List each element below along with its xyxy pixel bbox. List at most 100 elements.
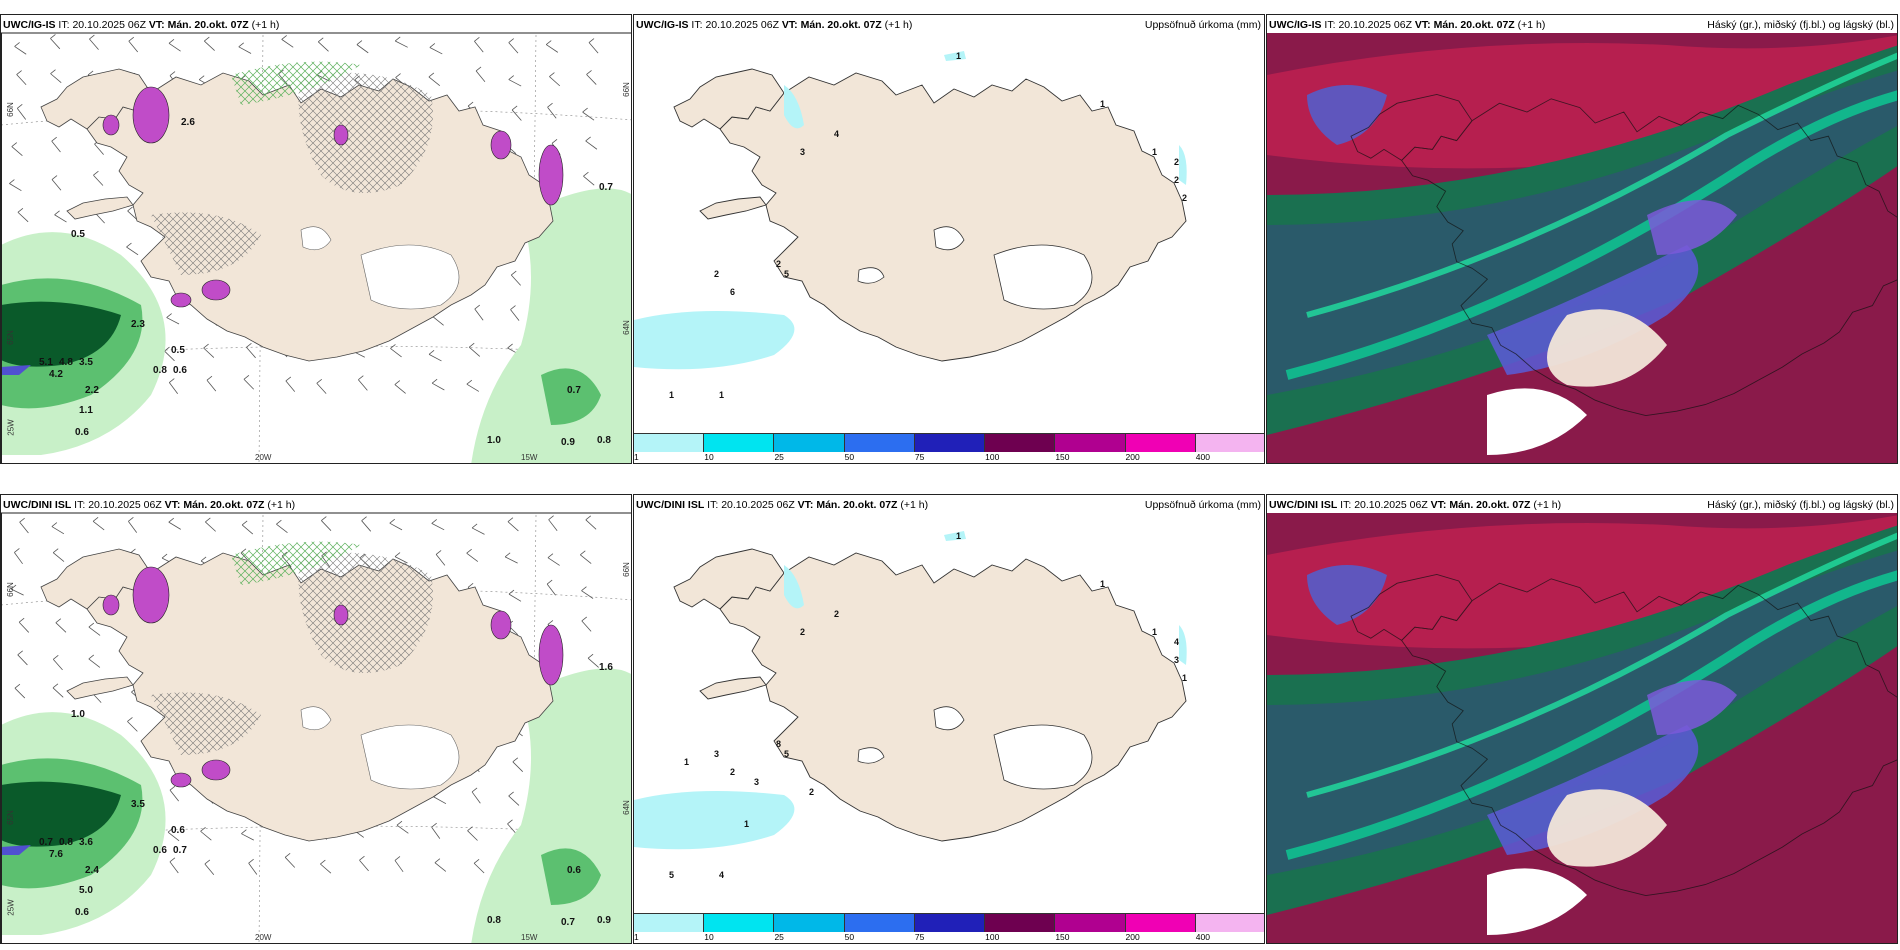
accum-value-label: 4	[719, 870, 724, 880]
precip-value-label: 1.1	[79, 405, 93, 416]
colorbar-swatch	[704, 914, 775, 932]
colorbar-swatch	[774, 434, 845, 452]
wind-barb-feather	[11, 142, 18, 147]
wind-barb-feather	[276, 519, 282, 525]
wind-barb	[507, 521, 519, 532]
snowfall-blob	[170, 292, 192, 308]
glacier	[857, 747, 885, 764]
panel-ig-precip: UWC/IG-IS IT: 20.10.2025 06Z VT: Mán. 20…	[0, 14, 632, 464]
wind-barb-feather	[17, 207, 24, 213]
precip-value-label: 0.7	[599, 182, 613, 193]
wind-barb-feather	[358, 375, 364, 381]
wind-barb	[389, 522, 403, 531]
axis-label: 66N	[5, 582, 15, 597]
precip-value-label: 0.6	[171, 825, 185, 836]
wind-barb	[17, 654, 28, 666]
sleet-hatch	[231, 541, 361, 585]
wind-barb	[50, 73, 62, 83]
wind-barb	[431, 826, 441, 839]
wind-barb	[166, 317, 180, 325]
accum-value-label: 3	[800, 147, 805, 157]
wind-barb	[16, 74, 27, 86]
wind-barb	[203, 347, 215, 358]
colorbar-swatch	[844, 434, 915, 452]
wind-barb-feather	[281, 35, 287, 40]
wind-barb-feather	[390, 344, 396, 349]
snowfall-blob	[333, 124, 349, 146]
wind-barb	[429, 47, 443, 55]
mid-cloud-band	[1267, 70, 1897, 395]
wind-barb	[548, 519, 558, 532]
wind-barb-feather	[238, 42, 245, 48]
colorbar-swatch	[985, 434, 1056, 452]
wind-barb	[435, 554, 446, 566]
colorbar-swatch	[1195, 914, 1264, 932]
wind-barb	[433, 796, 447, 805]
snowfall-blob	[538, 624, 564, 686]
wind-barb	[581, 620, 592, 632]
wind-barb-feather	[127, 717, 133, 722]
iceland-coastline	[1401, 98, 1897, 417]
wind-barb-feather	[284, 853, 291, 858]
wind-barb	[547, 557, 560, 566]
wind-barb	[512, 761, 524, 772]
accum-value-label: 3	[1174, 655, 1179, 665]
iceland-outline	[1350, 573, 1897, 897]
wind-barb-feather	[471, 787, 478, 793]
wind-barb	[93, 174, 104, 186]
wind-barb-feather	[585, 136, 591, 142]
precip-value-label: 7.6	[49, 849, 63, 860]
precip-value-label: 0.6	[173, 365, 187, 376]
wind-barb	[586, 74, 597, 85]
snowfall-blob	[201, 759, 231, 781]
accum-value-label: 1	[1152, 147, 1157, 157]
westfjords-coastline	[1350, 93, 1473, 161]
clear-land	[1547, 309, 1667, 387]
wind-barb	[395, 40, 408, 48]
wind-barb-feather	[511, 105, 518, 111]
wind-barb	[14, 687, 26, 699]
precip-values: 1.61.00.7 0.87.63.63.52.45.00.60.6 0.70.60…	[39, 662, 613, 928]
wind-barb	[428, 354, 442, 362]
glacier	[993, 244, 1093, 310]
colorbar-tick-label: 75	[914, 932, 925, 942]
wind-barb	[582, 111, 595, 121]
wind-barb-feather	[204, 859, 211, 865]
wind-barb-feather	[14, 548, 20, 553]
mid-cloud-patch	[1647, 200, 1737, 255]
wind-barb-feather	[243, 374, 250, 380]
colorbar	[634, 913, 1264, 932]
map-frame	[1, 512, 631, 943]
wind-barb	[169, 861, 179, 874]
precip-map: 1.61.00.7 0.87.63.63.52.45.00.60.6 0.70.60…	[1, 512, 631, 943]
wind-barb	[471, 527, 485, 535]
accum-value-label: 2	[730, 767, 735, 777]
wind-barb	[88, 626, 101, 636]
wind-barb	[18, 621, 30, 633]
wind-barb-feather	[586, 70, 592, 75]
precip-value-label: 0.8	[597, 435, 611, 446]
wind-barb	[204, 863, 215, 876]
wind-barb-feather	[92, 517, 99, 522]
snowfall-blob	[132, 86, 170, 144]
colorbar-swatch	[1055, 914, 1126, 932]
wind-barb-feather	[508, 38, 514, 43]
wind-barb	[128, 40, 139, 53]
wind-barb	[361, 520, 372, 532]
precip-value-label: 0.7	[173, 845, 187, 856]
wind-barb	[246, 347, 256, 359]
precip-area-intense	[1, 365, 31, 375]
colorbar-tick-label: 200	[1125, 932, 1140, 942]
axis-label: 64N	[621, 800, 631, 815]
wind-barb-feather	[588, 38, 595, 43]
glacier	[360, 724, 460, 790]
accum-area	[944, 531, 966, 541]
wind-barb	[14, 46, 27, 55]
wind-barb-feather	[510, 305, 516, 310]
wind-barb-feather	[167, 827, 174, 833]
wind-barb	[320, 863, 332, 874]
accum-value-label: 2	[1182, 193, 1187, 203]
wind-barb	[14, 552, 23, 565]
